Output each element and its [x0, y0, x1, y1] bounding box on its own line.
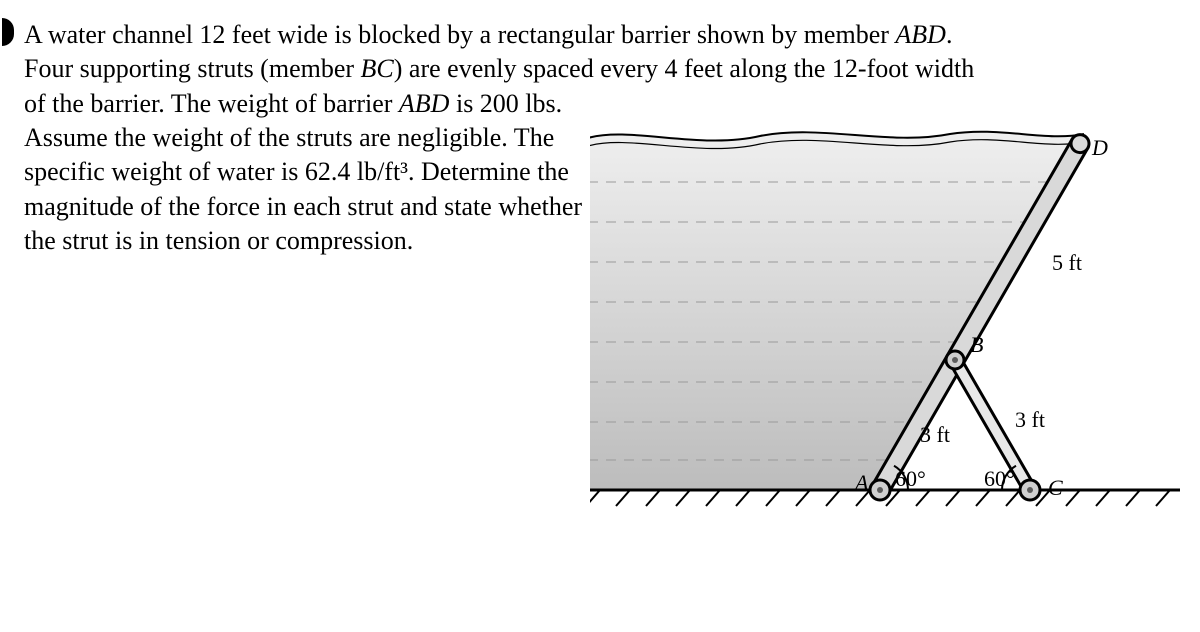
text: ) are evenly spaced every 4 feet along t…	[394, 54, 974, 83]
label-b: B	[970, 332, 983, 357]
label-bc-length: 3 ft	[1015, 407, 1045, 432]
pin-c	[1020, 480, 1040, 500]
water-region	[590, 126, 1090, 492]
label-angle-c: 60°	[984, 466, 1015, 491]
label-a: A	[853, 470, 869, 495]
label-angle-a: 60°	[895, 466, 926, 491]
list-bullet	[2, 18, 14, 46]
member-abd: ABD	[895, 20, 946, 49]
label-bd-length: 5 ft	[1052, 250, 1082, 275]
text: Assume the weight of the struts are negl…	[24, 121, 584, 155]
member-abd-2: ABD	[399, 89, 450, 118]
text: Four supporting struts (member	[24, 54, 361, 83]
member-bc: BC	[361, 54, 394, 83]
pin-b	[946, 351, 964, 369]
text: specific weight of water is 62.4 lb/ft³.…	[24, 155, 584, 189]
text: magnitude of the force in each strut and…	[24, 190, 584, 224]
pin-a	[870, 480, 890, 500]
label-ab-length: 3 ft	[920, 422, 950, 447]
text: of the barrier. The weight of barrier	[24, 89, 399, 118]
figure-diagram: A B C D 3 ft 5 ft 3 ft 60° 60°	[590, 112, 1180, 542]
label-d: D	[1091, 135, 1108, 160]
text: A water channel 12 feet wide is blocked …	[24, 20, 895, 49]
text: the strut is in tension or compression.	[24, 224, 584, 258]
text: .	[946, 20, 953, 49]
text: is 200 lbs.	[449, 89, 562, 118]
label-c: C	[1048, 475, 1063, 500]
